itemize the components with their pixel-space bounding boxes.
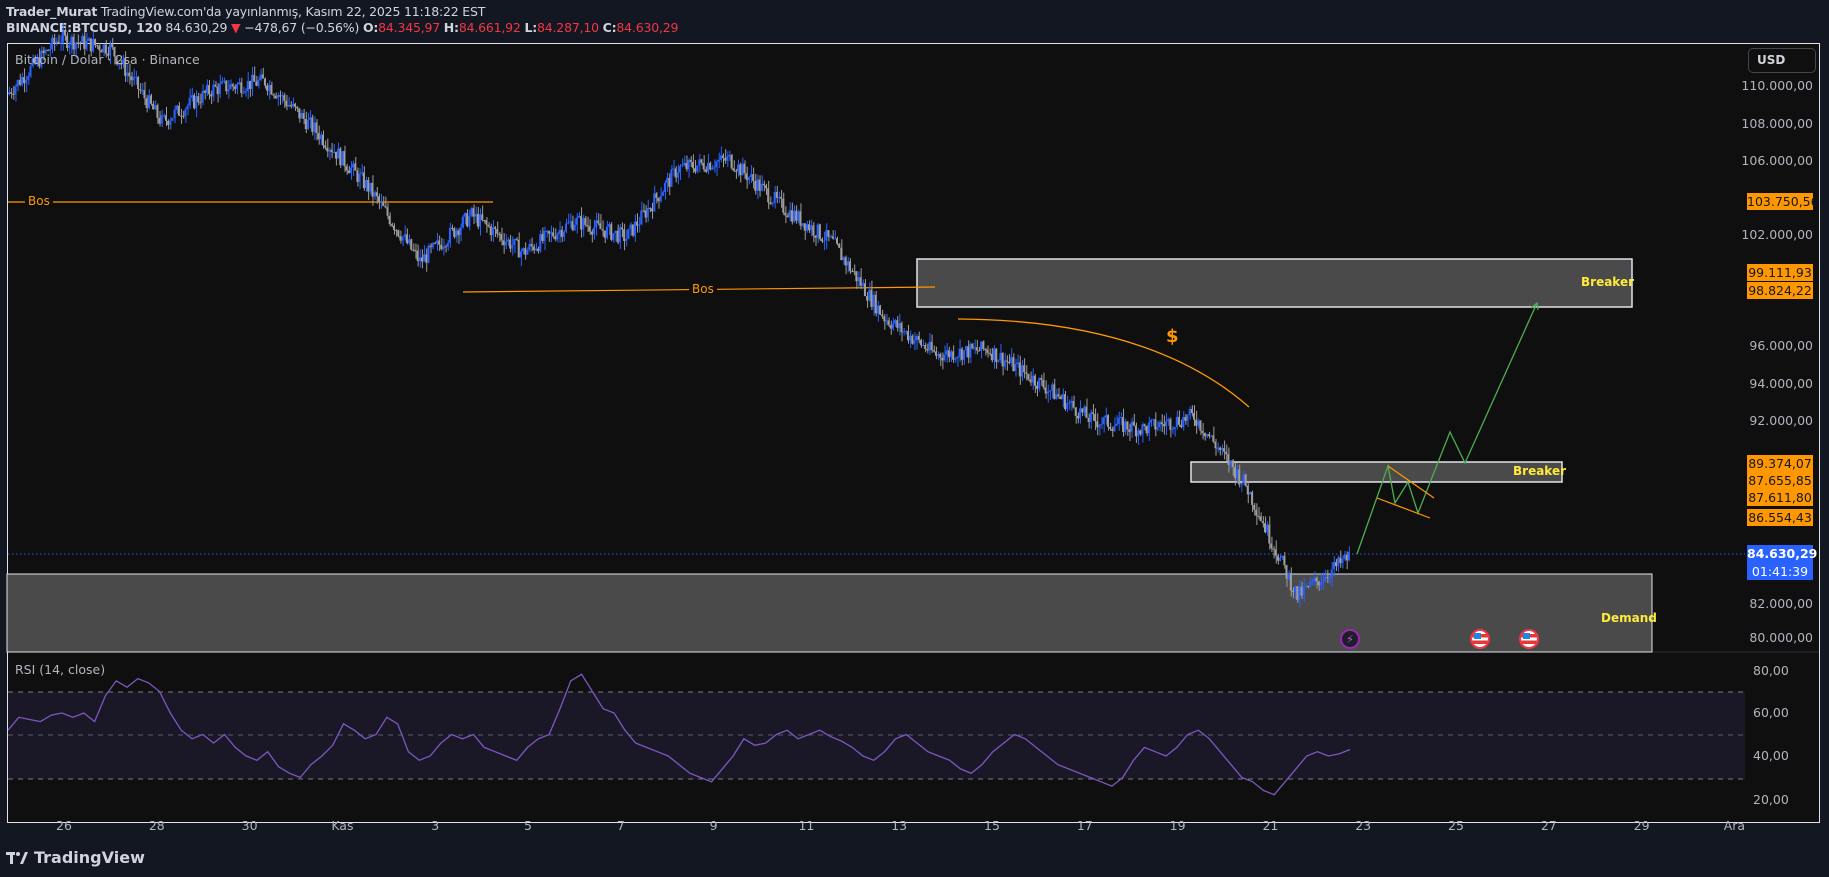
tradingview-logo-icon xyxy=(6,851,28,864)
rsi-tick: 60,00 xyxy=(1753,705,1789,720)
price-change: −478,67 (−0.56%) xyxy=(244,20,360,35)
price-tick: 110.000,00 xyxy=(1741,78,1813,93)
rsi-tick: 40,00 xyxy=(1753,748,1789,763)
symbol-label: BINANCE:BTCUSD, 120 xyxy=(6,20,162,35)
demand-zone xyxy=(6,573,1653,653)
price-tick: 102.000,00 xyxy=(1741,227,1813,242)
chart-legend[interactable]: Bitcoin / Dolar · 2sa · Binance xyxy=(15,52,200,67)
curved-resistance xyxy=(957,318,1250,408)
date-tick: Ara xyxy=(1723,818,1746,833)
date-tick: Kas xyxy=(331,818,354,833)
date-tick: 13 xyxy=(891,818,908,833)
bos-label-upper[interactable]: Bos xyxy=(25,194,53,208)
close-value: 84.630,29 xyxy=(616,20,679,35)
rsi-legend[interactable]: RSI (14, close) xyxy=(15,662,106,677)
price-tick: 94.000,00 xyxy=(1749,376,1813,391)
date-tick: 15 xyxy=(984,818,1000,833)
breaker-label-upper[interactable]: Breaker xyxy=(1581,275,1635,289)
price-tag: 87.611,80 xyxy=(1747,489,1813,506)
price-tick: 80.000,00 xyxy=(1749,630,1813,645)
price-tag: 89.374,07 xyxy=(1747,455,1813,472)
us-flag-event-icon[interactable] xyxy=(1519,629,1539,649)
rsi-band xyxy=(8,692,1745,779)
demand-label[interactable]: Demand xyxy=(1601,611,1657,625)
price-tick: 96.000,00 xyxy=(1749,338,1813,353)
price-tag: 98.824,22 xyxy=(1747,282,1813,299)
breaker-zone-lower xyxy=(1190,461,1563,483)
date-tick: 9 xyxy=(709,818,718,833)
open-label: O: xyxy=(362,20,379,35)
date-tick: 25 xyxy=(1448,818,1464,833)
price-tick: 92.000,00 xyxy=(1749,413,1813,428)
projection-path xyxy=(1356,302,1538,555)
brand-name: TradingView xyxy=(34,848,145,867)
date-tick: 11 xyxy=(798,818,815,833)
candlestick-series xyxy=(8,22,1350,607)
author-name[interactable]: Trader_Murat xyxy=(6,4,98,19)
date-tick: 28 xyxy=(148,818,165,833)
date-tick: 26 xyxy=(56,818,72,833)
date-tick: 30 xyxy=(241,818,258,833)
breaker-zone-upper xyxy=(916,258,1633,308)
price-tick: 106.000,00 xyxy=(1741,153,1813,168)
price-tag: 87.655,85 xyxy=(1747,472,1813,489)
publish-line: Trader_Murat TradingView.com'da yayınlan… xyxy=(6,4,485,19)
down-arrow-icon: ▼ xyxy=(231,20,241,35)
bar-countdown: 01:41:39 xyxy=(1747,563,1813,580)
date-tick: 5 xyxy=(524,818,532,833)
us-flag-event-icon[interactable] xyxy=(1470,629,1490,649)
currency-button[interactable]: USD xyxy=(1748,48,1816,73)
open-value: 84.345,97 xyxy=(378,20,440,35)
date-tick: 29 xyxy=(1633,818,1650,833)
bos-label-lower[interactable]: Bos xyxy=(689,282,717,296)
dollar-sign-icon[interactable]: $ xyxy=(1166,326,1179,347)
rsi-tick: 80,00 xyxy=(1753,663,1789,678)
breaker-label-lower[interactable]: Breaker xyxy=(1513,464,1567,478)
flag-line-top xyxy=(1387,465,1435,499)
rsi-tick: 20,00 xyxy=(1753,792,1789,807)
date-tick: 17 xyxy=(1076,818,1093,833)
flag-line-bottom xyxy=(1376,497,1431,519)
date-tick: 19 xyxy=(1169,818,1186,833)
price-tag: 99.111,93 xyxy=(1747,264,1813,281)
low-label: L: xyxy=(524,20,538,35)
date-tick: 3 xyxy=(431,818,440,833)
tradingview-logo[interactable]: TradingView xyxy=(6,848,145,867)
publish-info: TradingView.com'da yayınlanmış, Kasım 22… xyxy=(100,4,486,19)
date-tick: 23 xyxy=(1355,818,1372,833)
price-tick: 82.000,00 xyxy=(1749,596,1813,611)
date-tick: 21 xyxy=(1262,818,1279,833)
date-tick: 7 xyxy=(616,818,625,833)
close-label: C: xyxy=(602,20,617,35)
current-price-tag: 84.630,29 xyxy=(1747,545,1818,563)
date-tick: 27 xyxy=(1540,818,1557,833)
high-value: 84.661,92 xyxy=(458,20,521,35)
rsi-line xyxy=(7,673,1351,796)
lightning-event-icon[interactable]: ⚡ xyxy=(1340,629,1360,649)
price-tick: 108.000,00 xyxy=(1741,116,1813,131)
high-label: H: xyxy=(443,20,459,35)
last-price: 84.630,29 xyxy=(165,20,228,35)
low-value: 84.287,10 xyxy=(537,20,599,35)
ohlc-line: BINANCE:BTCUSD, 120 84.630,29 ▼ −478,67 … xyxy=(6,20,678,35)
price-tag-bos: 103.750,56 xyxy=(1747,193,1819,210)
price-tag: 86.554,43 xyxy=(1747,509,1813,526)
